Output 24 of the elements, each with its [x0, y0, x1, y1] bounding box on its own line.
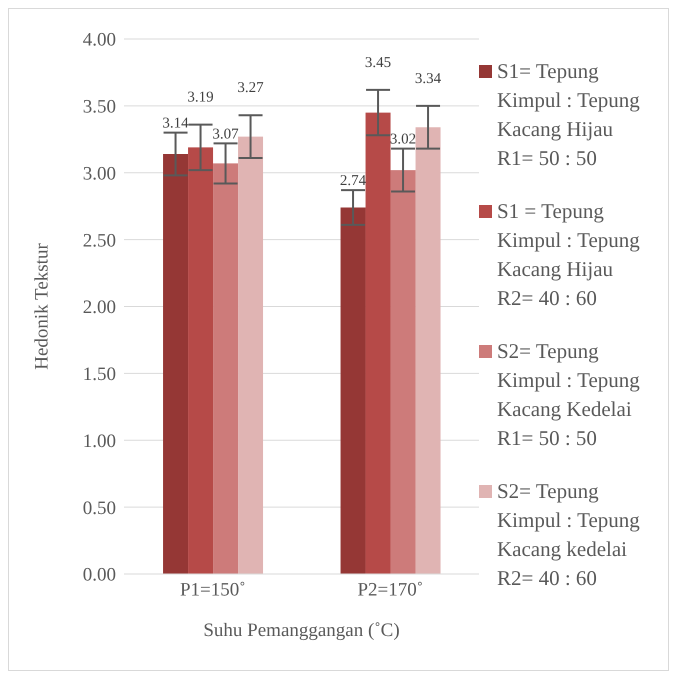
y-tick-label: 0.50	[82, 498, 116, 519]
data-label: 3.27	[237, 80, 264, 96]
y-tick-label: 2.50	[82, 230, 116, 252]
y-tick-label: 1.00	[82, 430, 116, 452]
data-label: 3.14	[162, 116, 190, 132]
y-tick-label: 4.00	[82, 30, 116, 51]
legend-label: S1 = Tepung Kimpul : Tepung Kacang Hijau R2= 40 : 60	[497, 198, 641, 312]
legend-label: S1= Tepung Kimpul : Tepung Kacang Hijau R1= 50 : 50	[497, 58, 641, 172]
y-tick-label: 1.50	[82, 364, 116, 386]
legend-label: S2= Tepung Kimpul : Tepung Kacang kedelai R2= 40 : 60	[497, 478, 641, 592]
data-label: 3.19	[187, 90, 214, 106]
data-label: 3.45	[364, 54, 392, 71]
x-tick-label: P2=170˚	[357, 579, 424, 600]
y-tick-label: 3.00	[82, 163, 116, 184]
data-label: 3.02	[390, 132, 416, 148]
x-axis-title: Suhu Pemanggangan (˚C)	[203, 620, 400, 641]
y-tick-label: 3.50	[82, 96, 116, 118]
y-axis-title: Hedonik Tekstur	[32, 242, 53, 370]
y-tick-label: 0.00	[82, 564, 116, 586]
data-label: 3.34	[414, 70, 442, 87]
legend-label: S2= Tepung Kimpul : Tepung Kacang Kedelai R1= 50 : 50	[497, 338, 641, 452]
y-tick-label: 2.00	[82, 297, 116, 318]
x-tick-label: P1=150˚	[180, 579, 246, 600]
data-label: 3.07	[212, 126, 240, 142]
